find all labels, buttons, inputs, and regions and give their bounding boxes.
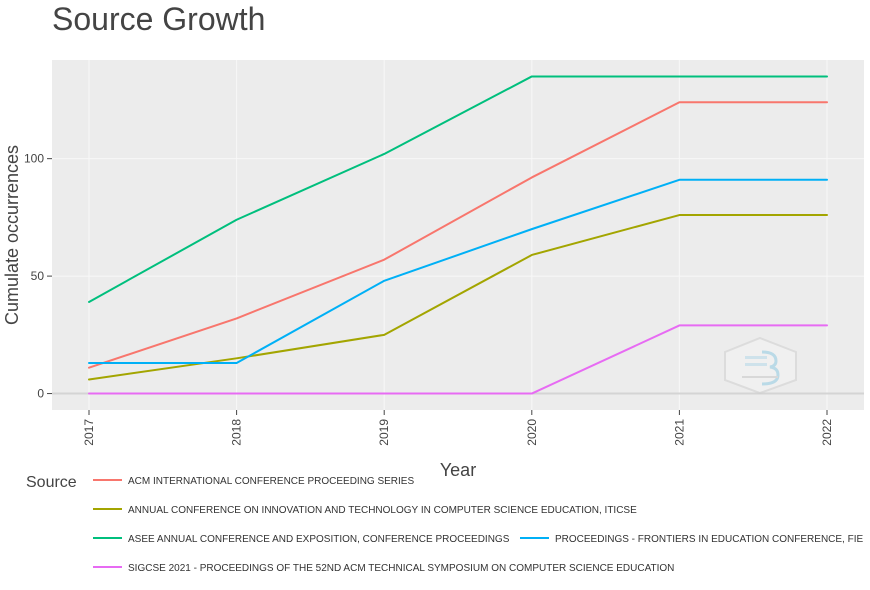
y-tick-label: 100 xyxy=(24,152,44,166)
y-axis-ticks: 0 50 100 xyxy=(24,152,52,401)
x-tick-label: 2022 xyxy=(820,419,834,446)
legend: Source ACM INTERNATIONAL CONFERENCE PROC… xyxy=(26,474,863,574)
x-tick-label: 2020 xyxy=(525,419,539,446)
series-line xyxy=(88,178,828,365)
series-line xyxy=(88,75,828,303)
series-line xyxy=(88,214,828,381)
legend-label: ASEE ANNUAL CONFERENCE AND EXPOSITION, C… xyxy=(128,534,510,545)
legend-title: Source xyxy=(26,474,77,491)
x-tick-label: 2021 xyxy=(672,419,686,446)
x-tick-label: 2018 xyxy=(230,419,244,446)
x-tick-label: 2017 xyxy=(82,419,96,446)
series-line xyxy=(88,324,828,395)
x-axis-title: Year xyxy=(440,460,476,480)
y-tick-label: 0 xyxy=(37,387,44,401)
legend-label: ACM INTERNATIONAL CONFERENCE PROCEEDING … xyxy=(128,476,414,487)
y-tick-label: 50 xyxy=(31,269,45,283)
legend-label: PROCEEDINGS - FRONTIERS IN EDUCATION CON… xyxy=(555,534,863,545)
series-line xyxy=(88,101,828,369)
legend-label: ANNUAL CONFERENCE ON INNOVATION AND TECH… xyxy=(128,505,637,516)
chart-title: Source Growth xyxy=(52,1,265,37)
watermark-logo xyxy=(724,336,797,395)
series-lines xyxy=(88,75,828,395)
legend-label: SIGCSE 2021 - PROCEEDINGS OF THE 52ND AC… xyxy=(128,563,674,574)
x-tick-label: 2019 xyxy=(377,419,391,446)
x-axis-ticks: 2017 2018 2019 2020 2021 2022 xyxy=(82,410,834,446)
y-axis-title: Cumulate occurrences xyxy=(2,145,22,325)
